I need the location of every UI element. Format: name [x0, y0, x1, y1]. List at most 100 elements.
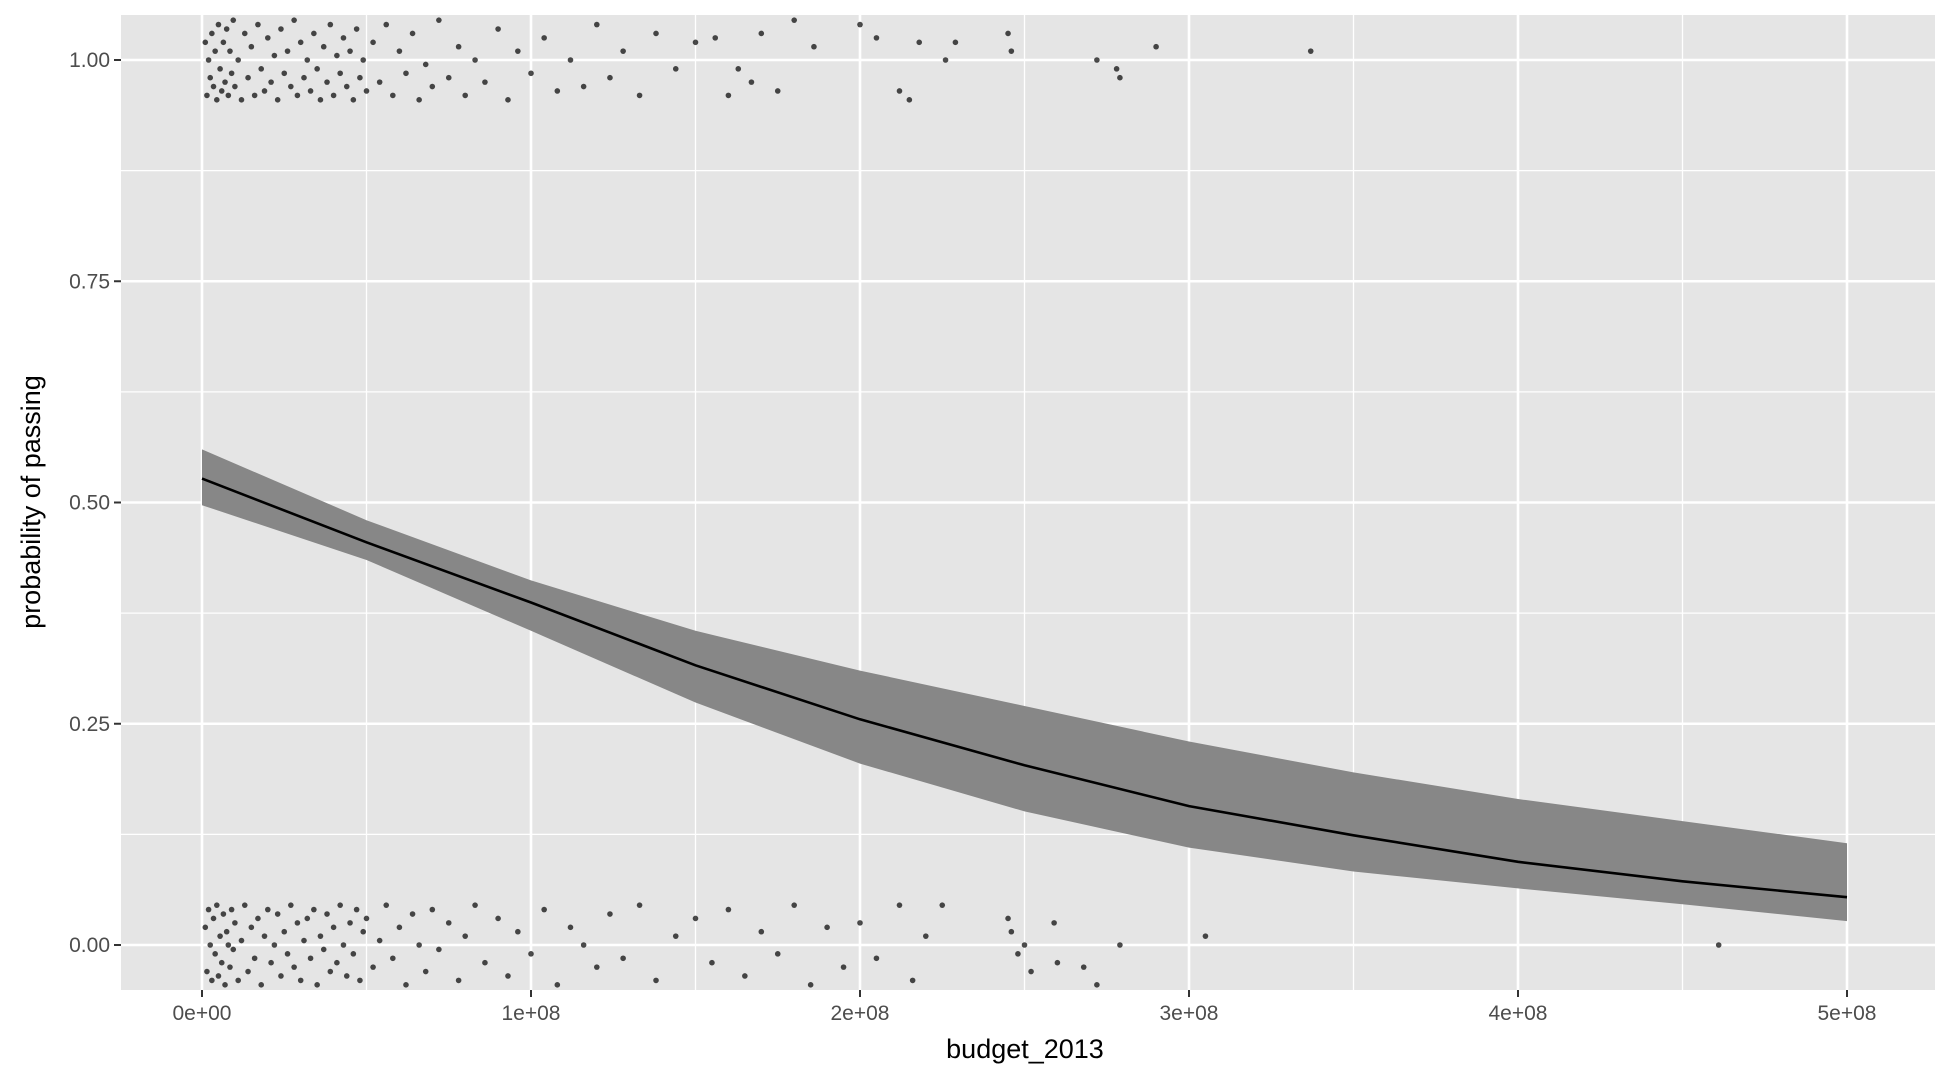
data-point-fail: [725, 906, 732, 913]
data-point-pass: [416, 97, 422, 103]
data-point-fail: [251, 955, 258, 962]
data-point-fail: [594, 964, 600, 970]
data-point-fail: [742, 973, 748, 979]
data-point-fail: [268, 959, 274, 966]
data-point-fail: [409, 911, 416, 917]
data-point-fail: [1117, 942, 1123, 948]
data-point-fail: [343, 973, 350, 979]
data-point-pass: [297, 39, 304, 46]
x-tick-label: 4e+08: [1489, 1002, 1548, 1025]
data-point-pass: [207, 74, 214, 81]
data-point-pass: [758, 30, 765, 37]
data-point-pass: [330, 92, 337, 99]
data-point-pass: [363, 88, 370, 94]
data-point-fail: [857, 920, 863, 926]
data-point-fail: [307, 955, 314, 962]
data-point-fail: [422, 968, 429, 975]
data-point-fail: [327, 968, 334, 975]
data-point-pass: [1005, 30, 1011, 37]
data-point-pass: [320, 43, 327, 50]
data-point-fail: [620, 955, 626, 962]
data-point-fail: [791, 902, 797, 908]
data-point-fail: [807, 982, 814, 988]
data-point-fail: [304, 915, 311, 922]
data-point-pass: [725, 92, 732, 99]
data-point-pass: [541, 35, 547, 41]
data-point-pass: [515, 48, 521, 54]
data-point-fail: [472, 902, 478, 908]
data-point-pass: [281, 70, 288, 77]
data-point-pass: [916, 39, 923, 46]
data-point-pass: [301, 74, 307, 81]
data-point-fail: [212, 951, 218, 957]
data-point-pass: [357, 74, 363, 81]
data-point-fail: [357, 977, 363, 984]
confidence-ribbon: [202, 449, 1847, 922]
fitted-line: [201, 477, 1848, 899]
data-point-fail: [320, 946, 327, 953]
data-point-fail: [207, 942, 214, 948]
data-point-fail: [1021, 942, 1028, 948]
data-point-fail: [210, 915, 217, 922]
data-point-pass: [594, 21, 600, 28]
data-point-fail: [429, 906, 436, 913]
data-point-pass: [314, 66, 320, 72]
data-point-pass: [712, 35, 719, 41]
data-point-pass: [409, 30, 416, 37]
data-point-pass: [567, 57, 574, 63]
data-point-pass: [873, 35, 880, 41]
data-point-fail: [261, 933, 268, 939]
y-tick-label: 0.25: [69, 713, 110, 736]
data-point-pass: [1307, 48, 1314, 54]
data-point-pass: [343, 83, 350, 90]
data-point-pass: [455, 43, 462, 50]
data-point-fail: [495, 915, 501, 922]
data-point-fail: [636, 902, 643, 908]
data-point-fail: [265, 906, 271, 913]
data-point-fail: [1054, 959, 1061, 966]
data-point-fail: [923, 933, 929, 939]
data-point-fail: [258, 982, 265, 988]
data-point-pass: [215, 21, 222, 28]
x-axis-title: budget_2013: [946, 1034, 1104, 1064]
data-point-pass: [307, 88, 314, 94]
data-point-pass: [248, 43, 255, 50]
data-point-pass: [265, 35, 271, 41]
data-point-pass: [942, 57, 949, 63]
data-point-pass: [906, 97, 913, 103]
data-point-fail: [909, 977, 916, 984]
data-point-fail: [248, 924, 255, 931]
data-point-fail: [220, 911, 227, 917]
data-point-fail: [1202, 933, 1209, 939]
data-point-pass: [1113, 66, 1120, 72]
data-point-fail: [350, 951, 357, 957]
data-point-pass: [340, 35, 347, 41]
data-point-pass: [370, 39, 376, 46]
data-point-fail: [232, 920, 238, 926]
data-point-pass: [672, 66, 679, 72]
data-point-pass: [317, 97, 324, 103]
data-point-fail: [873, 955, 880, 962]
data-point-fail: [515, 928, 521, 935]
data-point-fail: [363, 915, 370, 922]
data-point-fail: [324, 911, 330, 917]
data-point-fail: [1051, 920, 1057, 926]
data-point-pass: [636, 92, 643, 99]
data-point-pass: [692, 39, 699, 46]
data-point-pass: [347, 48, 353, 54]
data-point-fail: [436, 946, 442, 953]
data-point-fail: [347, 920, 353, 926]
data-point-fail: [462, 933, 469, 939]
data-point-pass: [607, 74, 613, 81]
data-point-pass: [403, 70, 409, 77]
data-point-pass: [811, 43, 817, 50]
data-point-fail: [294, 920, 301, 926]
data-point-fail: [223, 928, 230, 935]
data-point-fail: [416, 942, 422, 948]
data-point-fail: [340, 942, 347, 948]
data-point-fail: [554, 982, 561, 988]
data-point-fail: [360, 928, 367, 935]
data-point-pass: [896, 88, 903, 94]
data-point-fail: [445, 920, 452, 926]
